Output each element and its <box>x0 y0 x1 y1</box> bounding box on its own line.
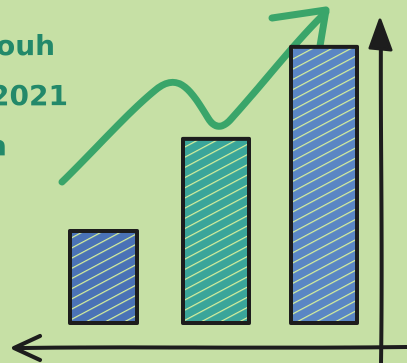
x-axis-line <box>18 345 407 350</box>
y-axis-line <box>378 28 384 363</box>
y-axis-arrow-icon <box>368 18 393 52</box>
trend-arrow-line <box>58 8 330 186</box>
trend-arrow-head <box>268 6 330 62</box>
bar-2-outline <box>181 136 251 325</box>
bar-3-outline <box>289 44 359 326</box>
headline-line-1: ouh <box>0 29 56 62</box>
bar-1-outline <box>68 228 139 325</box>
axes <box>12 18 407 363</box>
headline-line-3: a <box>0 122 7 170</box>
headline-line-2: 2021 <box>0 79 68 112</box>
bar-3-hatching <box>291 46 357 324</box>
bar-1-hatching <box>70 230 137 323</box>
trend-arrow <box>58 6 330 186</box>
x-axis-arrow-icon <box>12 334 42 362</box>
bar-2-hatching <box>183 138 249 323</box>
bars <box>68 44 359 326</box>
